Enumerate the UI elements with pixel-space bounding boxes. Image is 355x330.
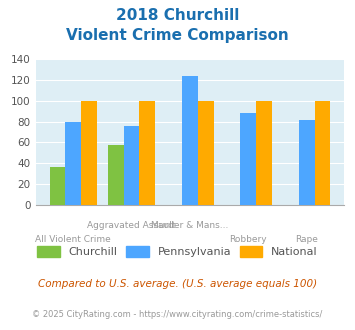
Text: © 2025 CityRating.com - https://www.cityrating.com/crime-statistics/: © 2025 CityRating.com - https://www.city… bbox=[32, 310, 323, 319]
Bar bbox=[65, 122, 81, 205]
Text: Robbery: Robbery bbox=[229, 235, 267, 244]
Text: Rape: Rape bbox=[295, 235, 318, 244]
Bar bbox=[108, 146, 124, 205]
Text: Violent Crime Comparison: Violent Crime Comparison bbox=[66, 28, 289, 43]
Text: Murder & Mans...: Murder & Mans... bbox=[151, 221, 229, 230]
Bar bbox=[182, 76, 198, 205]
Bar bbox=[299, 119, 315, 205]
Text: Aggravated Assault: Aggravated Assault bbox=[87, 221, 176, 230]
Bar bbox=[240, 113, 256, 205]
Text: 2018 Churchill: 2018 Churchill bbox=[116, 8, 239, 23]
Bar bbox=[124, 126, 140, 205]
Text: Compared to U.S. average. (U.S. average equals 100): Compared to U.S. average. (U.S. average … bbox=[38, 279, 317, 289]
Bar bbox=[140, 101, 155, 205]
Bar bbox=[256, 101, 272, 205]
Legend: Churchill, Pennsylvania, National: Churchill, Pennsylvania, National bbox=[33, 242, 322, 262]
Text: All Violent Crime: All Violent Crime bbox=[35, 235, 111, 244]
Bar bbox=[198, 101, 214, 205]
Bar bbox=[315, 101, 330, 205]
Bar bbox=[81, 101, 97, 205]
Bar bbox=[50, 167, 65, 205]
